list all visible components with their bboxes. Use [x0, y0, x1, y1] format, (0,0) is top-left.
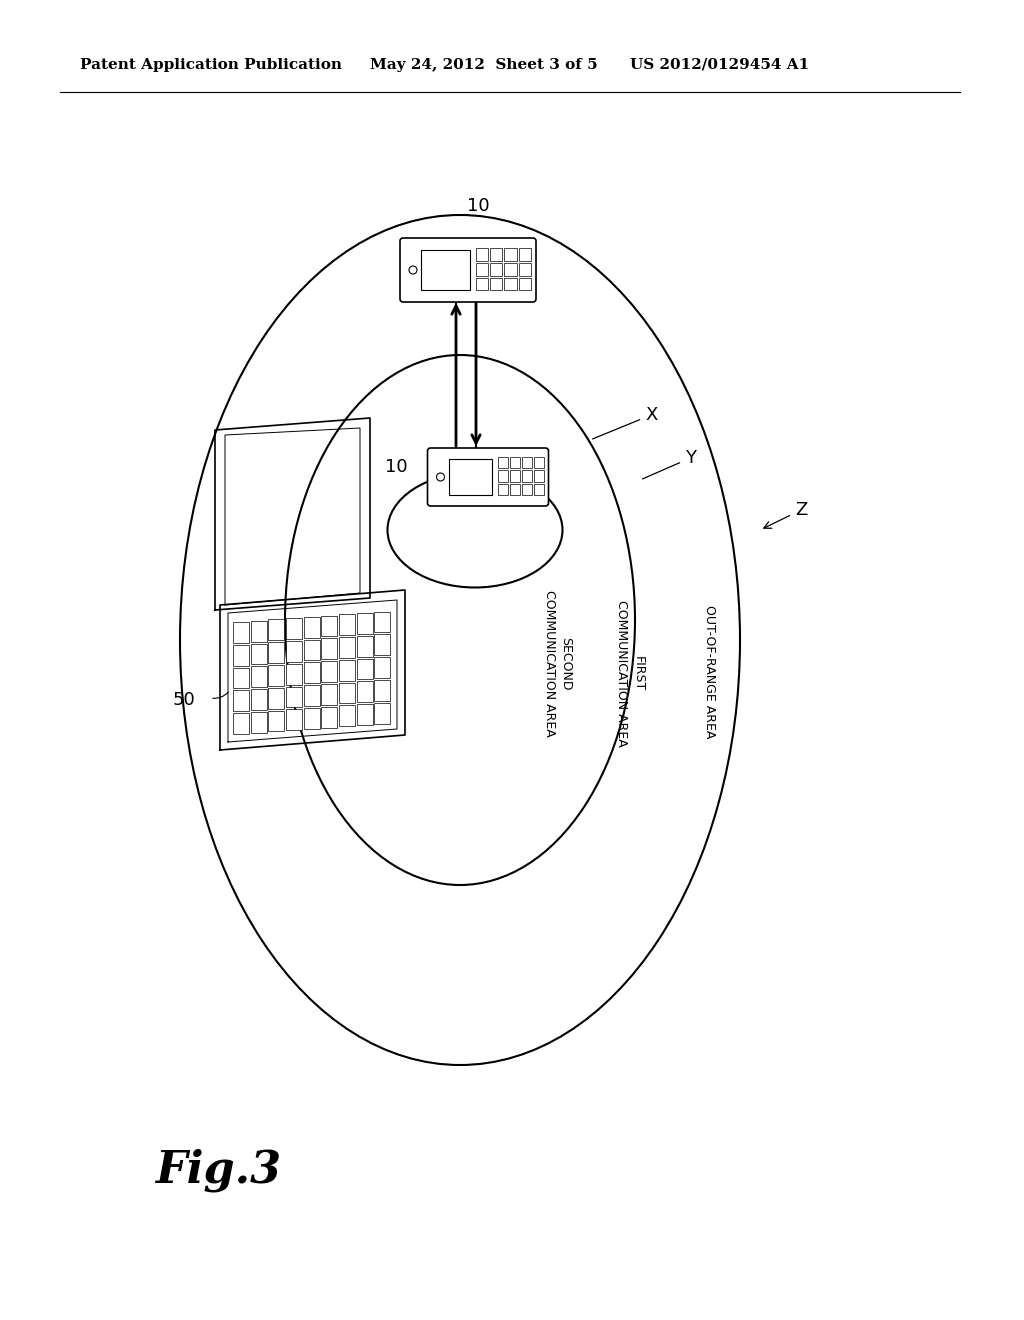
Circle shape [436, 473, 444, 480]
Bar [522, 470, 531, 482]
Text: Fig.3: Fig.3 [155, 1148, 282, 1192]
Bar [304, 663, 319, 684]
Bar [322, 639, 337, 659]
Bar [339, 682, 355, 704]
Bar [490, 277, 503, 290]
Bar [322, 615, 337, 636]
Bar [534, 483, 544, 495]
Bar [510, 470, 520, 482]
Text: SECOND
COMMUNICATION AREA: SECOND COMMUNICATION AREA [544, 590, 572, 737]
Bar [339, 638, 355, 657]
Bar [375, 635, 390, 655]
Bar [522, 483, 531, 495]
Bar [268, 665, 285, 686]
Bar [322, 661, 337, 682]
Bar [304, 685, 319, 706]
Bar [534, 457, 544, 469]
Bar [233, 713, 249, 734]
Text: US 2012/0129454 A1: US 2012/0129454 A1 [630, 58, 809, 73]
Bar [499, 470, 508, 482]
Text: X: X [593, 407, 657, 440]
Bar [322, 684, 337, 705]
Bar [356, 704, 373, 725]
Bar [375, 702, 390, 723]
Text: Z: Z [764, 502, 807, 528]
Bar [268, 619, 285, 640]
Bar [505, 248, 516, 261]
Circle shape [409, 267, 417, 275]
Bar [499, 457, 508, 469]
Text: 10: 10 [467, 197, 489, 215]
Bar [499, 483, 508, 495]
Bar [490, 248, 503, 261]
Bar [251, 711, 266, 733]
Bar [375, 680, 390, 701]
Text: 10: 10 [385, 458, 408, 477]
Text: Patent Application Publication: Patent Application Publication [80, 58, 342, 73]
Bar [233, 644, 249, 665]
Bar [233, 622, 249, 643]
Bar [268, 688, 285, 709]
Bar [251, 620, 266, 642]
Bar [534, 470, 544, 482]
Text: FIRST
COMMUNICATION AREA: FIRST COMMUNICATION AREA [615, 601, 644, 747]
Bar [356, 636, 373, 656]
Text: May 24, 2012  Sheet 3 of 5: May 24, 2012 Sheet 3 of 5 [370, 58, 598, 73]
Bar [233, 690, 249, 711]
Bar [304, 616, 319, 638]
Bar [356, 681, 373, 702]
Bar [286, 618, 302, 639]
Bar [339, 705, 355, 726]
Bar [339, 614, 355, 635]
Bar [476, 263, 488, 276]
Text: 50: 50 [172, 690, 195, 709]
Bar [505, 277, 516, 290]
Bar [476, 277, 488, 290]
FancyBboxPatch shape [427, 447, 549, 506]
FancyBboxPatch shape [400, 238, 536, 302]
Bar [510, 483, 520, 495]
Bar [286, 664, 302, 685]
Bar [251, 644, 266, 664]
Bar [518, 248, 530, 261]
Bar [476, 248, 488, 261]
Bar [286, 642, 302, 661]
Bar [356, 659, 373, 680]
Bar [304, 640, 319, 660]
Bar [251, 667, 266, 688]
Bar [518, 277, 530, 290]
Bar [322, 706, 337, 727]
Bar [286, 686, 302, 708]
Bar [268, 643, 285, 663]
Bar [339, 660, 355, 681]
Bar [304, 708, 319, 729]
Bar [505, 263, 516, 276]
Text: Y: Y [642, 449, 696, 479]
Bar [233, 668, 249, 689]
Bar [449, 459, 493, 495]
Text: OUT-OF-RANGE AREA: OUT-OF-RANGE AREA [703, 605, 717, 738]
Bar [286, 709, 302, 730]
Bar [510, 457, 520, 469]
Bar [251, 689, 266, 710]
Bar [375, 611, 390, 632]
Bar [522, 457, 531, 469]
Bar [356, 612, 373, 634]
Bar [518, 263, 530, 276]
Bar [490, 263, 503, 276]
Bar [268, 710, 285, 731]
Bar [421, 249, 470, 290]
Bar [375, 657, 390, 678]
